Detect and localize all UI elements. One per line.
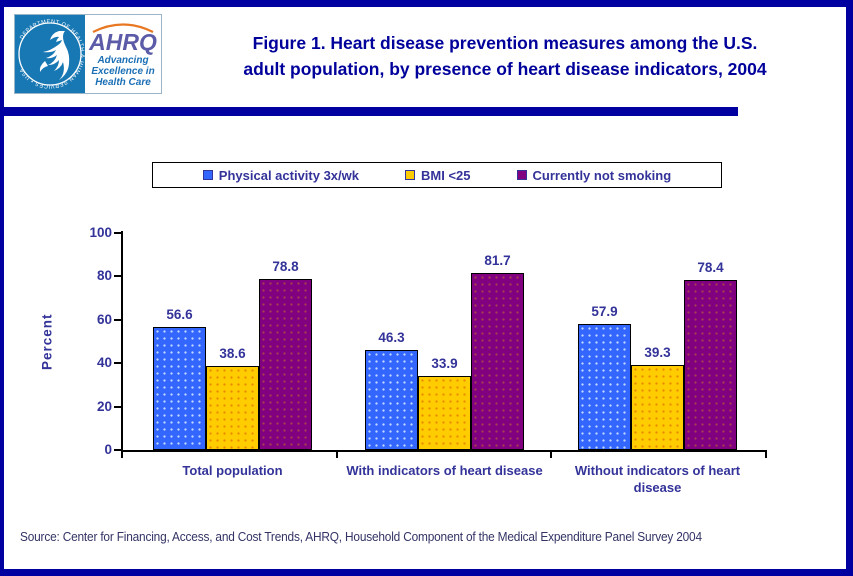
bar-value-label: 38.6 xyxy=(219,346,246,362)
bar-with-indicators-of-heart-disease-series0 xyxy=(365,349,418,450)
legend-label: Physical activity 3x/wk xyxy=(218,167,359,183)
bar-value-label: 46.3 xyxy=(378,329,405,345)
figure-title-line2: adult population, by presence of heart d… xyxy=(243,59,767,79)
chart-legend: Physical activity 3x/wk BMI <25 Currentl… xyxy=(152,162,722,188)
hhs-ring-text: DEPARTMENT OF HEALTH & HUMAN SERVICES • … xyxy=(19,19,85,89)
tagline-line: Advancing xyxy=(97,54,149,66)
bar-with-indicators-of-heart-disease-series2 xyxy=(471,272,524,450)
x-category-label: Total population xyxy=(182,463,283,478)
y-axis-line xyxy=(121,231,123,452)
y-tick-label: 60 xyxy=(96,311,112,327)
tagline-line: Excellence in xyxy=(91,65,155,77)
y-tick-mark xyxy=(114,232,121,234)
legend-swatch-blue xyxy=(202,170,213,180)
x-tick-mark xyxy=(550,452,553,458)
ahrq-tagline: Advancing Excellence in Health Care xyxy=(91,55,154,88)
hhs-eagle-icon: DEPARTMENT OF HEALTH & HUMAN SERVICES • … xyxy=(18,19,85,89)
legend-item-physical-activity: Physical activity 3x/wk xyxy=(202,167,359,183)
x-category-label: With indicators of heart disease xyxy=(346,463,543,478)
y-tick-label: 80 xyxy=(96,268,112,284)
y-tick-mark xyxy=(114,449,121,451)
x-tick-mark xyxy=(765,452,767,458)
figure-title-line1: Figure 1. Heart disease prevention measu… xyxy=(252,33,758,53)
legend-label: Currently not smoking xyxy=(532,167,672,183)
y-tick-mark xyxy=(114,405,121,408)
bar-value-label: 39.3 xyxy=(644,344,671,360)
legend-swatch-yellow xyxy=(405,170,415,180)
bar-value-label: 33.9 xyxy=(431,356,458,372)
legend-swatch-purple xyxy=(516,170,527,180)
bar-with-indicators-of-heart-disease-series1 xyxy=(418,376,471,450)
ahrq-wordmark: AHRQ Advancing Excellence in Health Care xyxy=(85,15,161,93)
y-tick-label: 40 xyxy=(96,355,112,371)
y-tick-label: 100 xyxy=(89,225,112,240)
x-category-label: Without indicators of heart disease xyxy=(574,463,741,495)
bar-value-label: 78.4 xyxy=(697,259,724,275)
bar-value-label: 56.6 xyxy=(166,307,193,323)
y-tick-mark xyxy=(114,275,121,278)
y-tick-mark xyxy=(114,362,121,365)
bar-total-population-series2 xyxy=(259,279,312,450)
y-tick-label: 20 xyxy=(96,398,112,414)
legend-label: BMI <25 xyxy=(421,167,471,183)
bar-total-population-series1 xyxy=(206,366,259,450)
tagline-line: Health Care xyxy=(95,76,151,88)
svg-text:DEPARTMENT OF HEALTH & HUMAN S: DEPARTMENT OF HEALTH & HUMAN SERVICES • … xyxy=(19,19,85,89)
y-tick-mark xyxy=(114,318,121,321)
source-note: Source: Center for Financing, Access, an… xyxy=(20,530,702,544)
figure-title: Figure 1. Heart disease prevention measu… xyxy=(165,30,845,82)
bar-without-indicators-of-heart-disease-series0 xyxy=(578,324,631,450)
header-divider-bar xyxy=(4,107,738,116)
ahrq-logo: DEPARTMENT OF HEALTH & HUMAN SERVICES • … xyxy=(14,14,162,94)
legend-item-not-smoking: Currently not smoking xyxy=(516,167,672,183)
bar-total-population-series0 xyxy=(153,327,206,450)
ahrq-acronym: AHRQ xyxy=(89,28,157,55)
bar-without-indicators-of-heart-disease-series2 xyxy=(684,279,737,450)
legend-item-bmi: BMI <25 xyxy=(405,168,471,183)
hhs-seal: DEPARTMENT OF HEALTH & HUMAN SERVICES • … xyxy=(15,15,85,93)
x-tick-mark xyxy=(121,452,123,458)
x-tick-mark xyxy=(335,452,338,458)
bar-without-indicators-of-heart-disease-series1 xyxy=(631,364,684,450)
ahrq-arc-icon xyxy=(92,22,154,33)
bar-value-label: 78.8 xyxy=(272,259,299,274)
y-axis-title: Percent xyxy=(39,313,55,370)
y-tick-label: 0 xyxy=(104,442,112,457)
bar-value-label: 81.7 xyxy=(484,252,511,268)
x-axis-line xyxy=(121,450,767,452)
bar-value-label: 57.9 xyxy=(591,304,618,320)
